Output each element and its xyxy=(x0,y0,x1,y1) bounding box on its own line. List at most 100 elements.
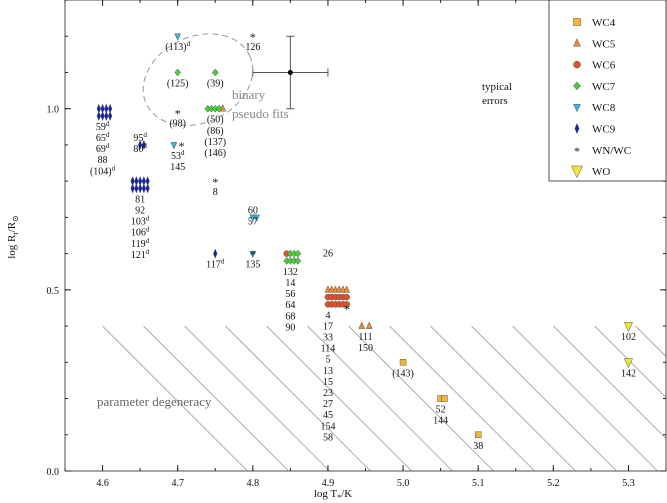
point-wc9 xyxy=(141,183,146,194)
star-id-label: (143) xyxy=(392,368,414,379)
legend-label-wc6: WC6 xyxy=(592,60,616,72)
x-tick-label: 5.3 xyxy=(622,478,635,489)
star-id-label: 88 xyxy=(98,155,108,166)
x-tick-label: 4.7 xyxy=(171,478,184,489)
legend-marker-wc9 xyxy=(574,122,580,135)
point-wc7 xyxy=(211,68,219,77)
point-wn-wc: * xyxy=(212,175,218,189)
x-tick-label: 5.1 xyxy=(472,478,485,489)
star-id-label: 15 xyxy=(323,377,333,388)
star-id-label: 90 xyxy=(285,322,295,333)
legend-marker-wc7 xyxy=(573,81,581,91)
star-id-label: 53d xyxy=(171,149,185,162)
star-id-label: 150 xyxy=(358,343,373,354)
point-wc9 xyxy=(130,183,135,194)
legend-label-wc7: WC7 xyxy=(592,81,616,93)
point-wc8 xyxy=(249,250,257,259)
axis-titles: log T*/K log Rt/R⊙ xyxy=(6,215,352,502)
point-wc7 xyxy=(294,249,302,258)
point-wc9 xyxy=(134,183,139,194)
star-id-label: 142 xyxy=(621,368,636,379)
x-axis-title: log T*/K xyxy=(314,488,352,502)
hatch-line xyxy=(225,325,371,471)
data-markers: * * * * * * xyxy=(96,30,634,439)
star-id-label: 126 xyxy=(245,42,260,53)
star-id-label: 45 xyxy=(323,410,333,421)
point-wo xyxy=(623,358,634,369)
point-wc9 xyxy=(104,110,109,122)
point-wc7 xyxy=(215,104,223,113)
star-id-label: (125) xyxy=(167,78,189,89)
star-id-label: 121d xyxy=(131,248,150,261)
star-id-label: 56 xyxy=(285,289,295,300)
x-tick-label: 4.8 xyxy=(247,478,260,489)
star-id-label: 60 xyxy=(248,205,258,216)
star-id-label: 38 xyxy=(473,441,483,452)
star-id-label: 57 xyxy=(248,216,258,227)
axes: 4.6 4.7 4.8 4.9 5.0 5.1 5.2 5.3 0.0 0.5 1.0 xyxy=(47,0,667,489)
point-wc8 xyxy=(170,142,178,150)
star-id-label: 27 xyxy=(323,399,333,410)
annotations: binary pseudo fits parameter degeneracy … xyxy=(97,81,512,409)
point-wn-wc: * xyxy=(250,30,256,44)
point-wc8 xyxy=(253,214,260,222)
point-wn-wc: * xyxy=(344,302,350,316)
star-id-label: (50) xyxy=(207,115,224,126)
y-tick-label: 1.0 xyxy=(47,105,60,116)
star-id-label: (39) xyxy=(207,78,224,89)
hatch-line xyxy=(143,325,289,471)
y-tick-label: 0.0 xyxy=(47,467,60,478)
point-wo xyxy=(623,322,634,332)
point-wc9 xyxy=(100,110,105,122)
star-id-label: 103d xyxy=(131,215,150,228)
star-id-label: 58 xyxy=(323,432,333,443)
point-wc4 xyxy=(441,395,448,402)
y-tick-label: 0.5 xyxy=(47,286,60,297)
star-id-label: 13 xyxy=(323,366,333,377)
star-id-label: 59d xyxy=(96,120,110,133)
point-wn-wc: * xyxy=(250,248,256,262)
point-wc4 xyxy=(474,431,482,439)
star-id-label: 119d xyxy=(131,237,150,250)
star-id-label: 8 xyxy=(213,187,218,198)
legend-marker-wc6 xyxy=(573,60,581,69)
point-wc9 xyxy=(138,139,143,151)
star-id-label: (113)d xyxy=(165,40,190,53)
hatch-line xyxy=(102,325,248,471)
typical-errors-line2: errors xyxy=(482,95,508,107)
star-id-label: 17 xyxy=(323,321,333,332)
point-wc5 xyxy=(358,321,366,329)
error-bar-point xyxy=(287,69,293,75)
star-id-label: 65d xyxy=(96,131,110,144)
hatch-line xyxy=(184,325,330,471)
star-id-label: 81 xyxy=(135,194,145,205)
point-wc9 xyxy=(145,183,150,194)
hatch-line xyxy=(635,325,666,358)
point-wc5 xyxy=(365,321,373,329)
star-id-label: 69d xyxy=(96,142,110,155)
legend-marker-wn-wc: * xyxy=(574,144,580,158)
point-wc6 xyxy=(343,293,350,301)
legend-marker-wo xyxy=(571,165,583,179)
x-tick-label: 4.6 xyxy=(96,478,109,489)
degeneracy-hatching xyxy=(102,325,666,471)
star-id-label: (104)d xyxy=(90,164,116,177)
star-id-label: 68 xyxy=(285,311,295,322)
star-id-label: 92 xyxy=(135,206,145,217)
x-tick-label: 4.9 xyxy=(322,478,335,489)
hatch-line xyxy=(594,325,666,399)
star-id-label: 117d xyxy=(206,258,225,271)
star-id-label: 145 xyxy=(170,162,185,173)
point-wc4 xyxy=(399,359,407,366)
point-wn-wc: * xyxy=(175,106,181,120)
x-tick-label: 5.0 xyxy=(397,478,410,489)
point-wc9 xyxy=(96,110,101,122)
star-id-label: (146) xyxy=(204,148,226,159)
star-id-label: 64 xyxy=(285,300,295,311)
hatch-line xyxy=(389,325,535,471)
legend-box xyxy=(548,0,667,182)
point-wc9 xyxy=(213,248,218,259)
star-id-label: 106d xyxy=(131,226,150,239)
hatch-line xyxy=(512,325,658,471)
